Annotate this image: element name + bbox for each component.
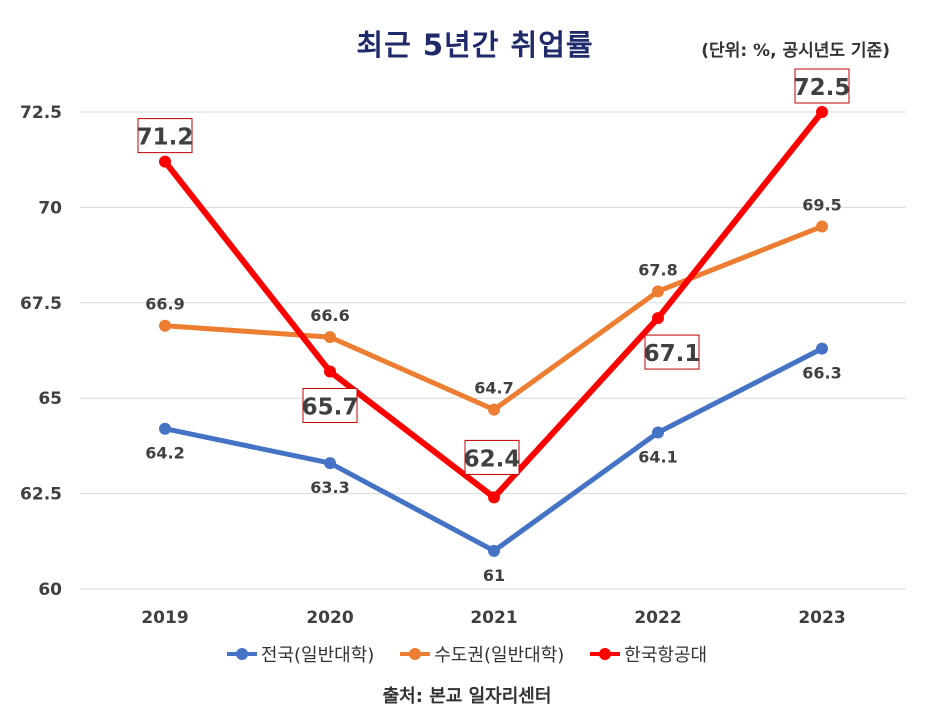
data-point: [816, 220, 828, 233]
data-label: 64.7: [474, 379, 513, 398]
data-point: [159, 422, 171, 435]
x-tick-label: 2019: [141, 608, 188, 628]
data-label: 64.1: [638, 448, 677, 467]
data-point: [324, 331, 336, 344]
legend-swatch: [226, 648, 257, 660]
data-point: [488, 544, 500, 557]
data-point: [652, 285, 664, 298]
data-point: [816, 106, 828, 118]
data-point: [324, 457, 336, 470]
data-label-box: [464, 439, 520, 475]
legend-label: 전국(일반대학): [260, 645, 375, 666]
series-line: [162, 109, 825, 501]
legend-swatch: [400, 648, 431, 660]
x-tick-label: 2022: [634, 608, 681, 628]
data-point: [816, 342, 828, 355]
data-label: 67.8: [638, 260, 677, 279]
data-label-box: [644, 334, 700, 370]
legend-item: 한국항공대: [590, 641, 707, 667]
data-point: [324, 365, 336, 378]
data-label: 72.5: [794, 75, 851, 101]
data-label-box: [302, 387, 358, 423]
y-tick-label: 60: [38, 580, 62, 600]
data-label: 67.1: [644, 341, 701, 367]
y-tick-label: 62.5: [20, 485, 62, 505]
data-point: [159, 155, 171, 168]
data-label: 65.7: [302, 394, 359, 420]
legend: 전국(일반대학) 수도권(일반대학) 한국항공대: [0, 641, 934, 667]
data-label-box: [794, 68, 850, 104]
data-label: 62.4: [464, 446, 521, 472]
x-tick-label: 2020: [306, 608, 353, 628]
data-label: 61: [483, 566, 505, 585]
data-point: [652, 312, 664, 325]
y-tick-label: 72.5: [20, 103, 62, 123]
data-point: [159, 319, 171, 332]
data-label-box: [137, 118, 193, 154]
y-tick-label: 65: [38, 389, 62, 409]
unit-note: (단위: %, 공시년도 기준): [701, 41, 890, 61]
data-label: 64.2: [145, 444, 184, 463]
data-label: 69.5: [802, 195, 841, 214]
x-tick-label: 2021: [470, 608, 517, 628]
data-point: [652, 426, 664, 439]
data-label: 63.3: [310, 478, 349, 497]
legend-swatch: [590, 648, 621, 660]
legend-label: 수도권(일반대학): [434, 645, 565, 666]
x-tick-label: 2023: [798, 608, 845, 628]
data-label: 66.9: [145, 295, 184, 314]
y-tick-label: 67.5: [20, 294, 62, 314]
y-tick-label: 70: [38, 198, 62, 218]
data-point: [488, 403, 500, 416]
chart-title: 최근 5년간 취업률: [356, 28, 594, 62]
data-label: 71.2: [137, 125, 194, 151]
data-label: 66.6: [310, 306, 349, 325]
source-note: 출처: 본교 일자리센터: [382, 686, 552, 707]
legend-item: 수도권(일반대학): [400, 641, 564, 667]
legend-label: 한국항공대: [624, 645, 708, 666]
data-label: 66.3: [802, 364, 841, 383]
legend-item: 전국(일반대학): [226, 641, 375, 667]
data-point: [488, 491, 500, 504]
